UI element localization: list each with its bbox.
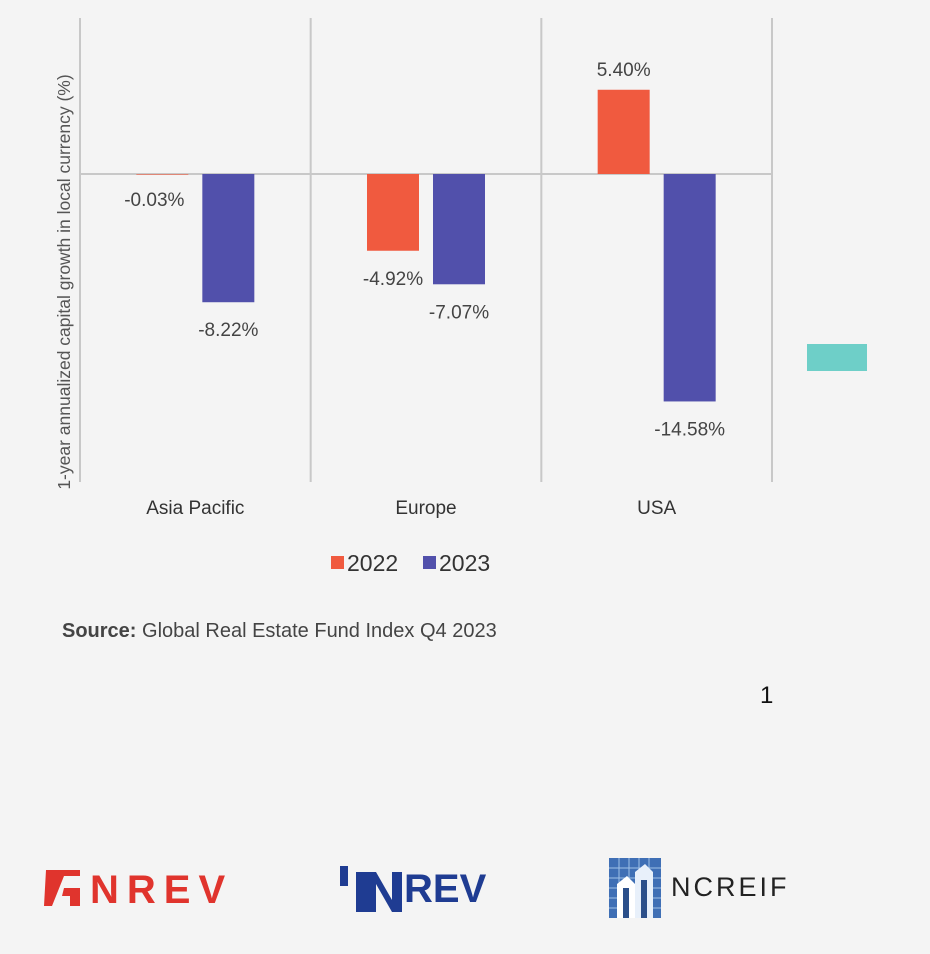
ncreif-logo: NCREIF [607,858,807,918]
data-label: -0.03% [124,190,184,211]
data-label: -14.58% [654,419,725,440]
source-label: Source: [62,620,137,642]
svg-text:NREV: NREV [90,868,233,912]
source-text: Global Real Estate Fund Index Q4 2023 [142,620,497,642]
data-label: -8.22% [198,320,258,341]
bar-2023 [663,174,716,402]
bar-2023 [202,174,255,303]
category-tick-labels: Asia Pacific Europe USA [146,498,676,519]
bar-chart: 1-year annualized capital growth in loca… [54,18,773,576]
data-label: -4.92% [363,269,423,290]
anrev-logo: NREV [44,868,233,912]
svg-text:REV: REV [404,867,487,911]
legend-label-2023: 2023 [439,550,490,576]
bar-2022 [597,89,650,174]
teal-legend-swatch [807,344,867,371]
legend-swatch-2022 [331,556,344,569]
category-gridlines [79,18,773,482]
legend-label-2022: 2022 [347,550,398,576]
bar-2023 [433,174,485,285]
data-labels-group: -0.03% -8.22% -4.92% -7.07% 5.40% -14.58% [124,60,725,441]
ncreif-building-icon [609,858,661,918]
page-number: 1 [760,682,774,709]
category-tick-label: Asia Pacific [146,498,244,519]
y-axis-label: 1-year annualized capital growth in loca… [54,74,74,489]
bars-group [136,89,716,402]
legend-swatch-2023 [423,556,436,569]
data-label: 5.40% [597,60,651,81]
source-note: Source: Global Real Estate Fund Index Q4… [62,620,497,643]
category-tick-label: Europe [395,498,456,519]
bar-2022 [136,174,189,175]
bar-2022 [367,174,419,251]
inrev-logo: REV [340,866,487,912]
category-tick-label: USA [637,498,676,519]
ncreif-wordmark: NCREIF [671,872,790,902]
data-label: -7.07% [429,302,489,323]
legend: 2022 2023 [331,550,490,576]
